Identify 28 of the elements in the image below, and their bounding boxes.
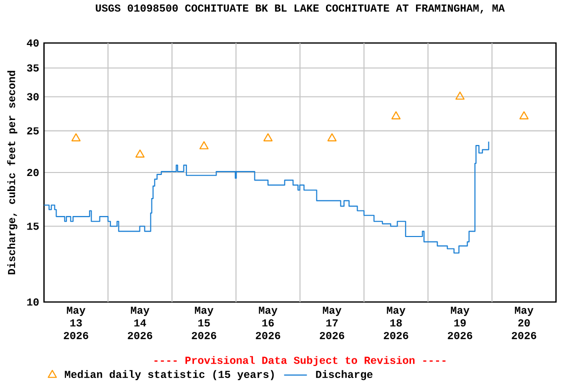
- point: [327, 133, 337, 142]
- x-tick-label: May 14 2026: [128, 306, 152, 340]
- point: [391, 111, 401, 120]
- point: [455, 92, 465, 100]
- x-tick-label: May 19 2026: [448, 306, 472, 340]
- x-tick-label: May 20 2026: [512, 306, 536, 340]
- point: [135, 150, 145, 158]
- x-tick-label: May 13 2026: [64, 306, 88, 340]
- legend-label: Median daily statistic (15 years): [64, 370, 274, 380]
- point: [199, 141, 209, 150]
- y-tick-label: 15: [27, 222, 39, 230]
- y-tick-label: 30: [26, 93, 39, 100]
- y-tick-label: 20: [27, 168, 39, 176]
- chart-title: USGS 01098500 COCHITUATE BK BL LAKE COCHITUATE AT FRAMINGHAM, MA: [96, 4, 505, 14]
- point: [519, 111, 529, 120]
- y-tick-label: 10: [27, 298, 39, 306]
- point: [263, 133, 273, 142]
- y-tick-label: 35: [26, 64, 39, 72]
- y-axis-title: Discharge, cubic feet per second: [7, 70, 18, 274]
- y-tick-label: 25: [27, 127, 39, 134]
- legend-label: Discharge: [316, 370, 372, 380]
- text: ---- Provisional Data Subject to Revision ----: [154, 356, 446, 366]
- x-tick-label: May 15 2026: [192, 306, 216, 340]
- point: [71, 133, 81, 142]
- x-tick-label: May 18 2026: [384, 306, 408, 340]
- y-tick-label: 40: [26, 39, 39, 47]
- x-tick-label: May 16 2026: [256, 306, 280, 340]
- x-tick-label: May 17 2026: [320, 306, 344, 340]
